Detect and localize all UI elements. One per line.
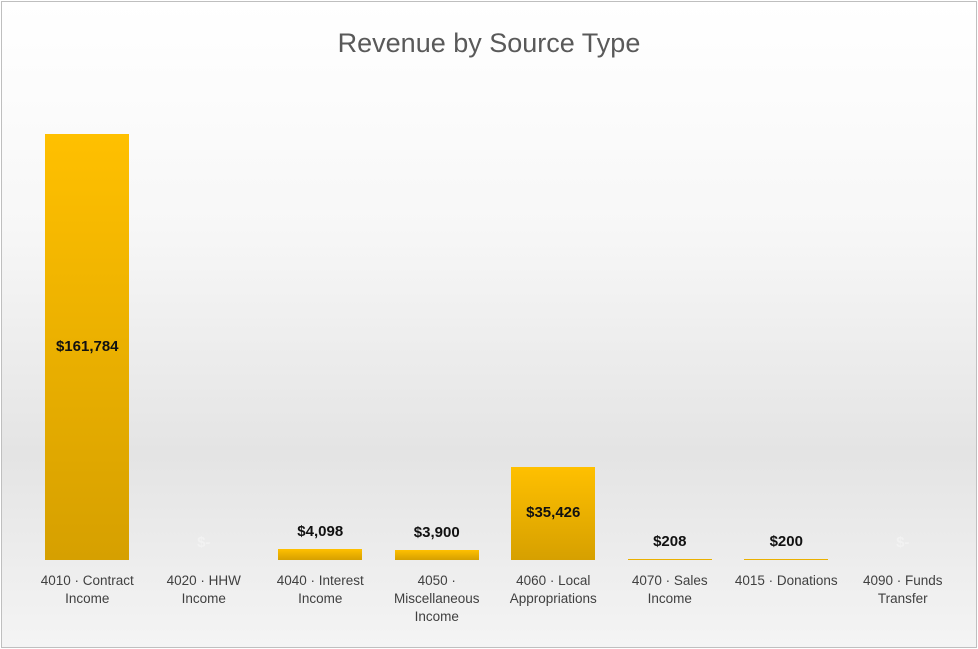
value-label: $35,426 [526,504,581,522]
bar [45,133,130,560]
x-tick-label: 4060 · Local Appropriations [509,573,597,606]
x-tick-label: 4015 · Donations [734,573,838,588]
bar [394,549,479,560]
value-label: $- [197,534,211,551]
bar [278,549,363,560]
bar [744,558,829,560]
x-tick-label: 4050 · Miscellaneous Income [393,573,480,624]
x-tick-label: 4070 · Sales Income [631,573,708,606]
value-label: $- [896,534,910,551]
value-label: $161,784 [55,337,119,355]
value-label: $3,900 [413,523,460,541]
x-tick-label: 4010 · Contract Income [40,573,134,606]
x-tick-label: 4040 · Interest Income [276,573,364,606]
value-label: $208 [653,532,687,550]
bar [627,558,712,560]
value-label: $200 [769,532,803,550]
x-tick-label: 4090 · Funds Transfer [862,573,943,606]
x-tick-label: 4020 · HHW Income [166,573,241,606]
chart-title: Revenue by Source Type [337,28,641,58]
bar [511,466,596,560]
value-label: $4,098 [297,523,344,541]
